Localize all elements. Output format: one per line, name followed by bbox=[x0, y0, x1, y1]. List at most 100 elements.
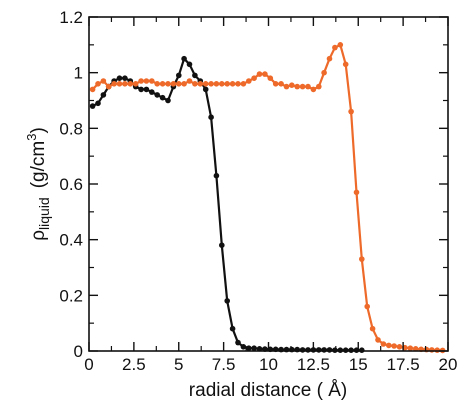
data-point bbox=[208, 81, 214, 87]
data-point bbox=[224, 298, 230, 304]
data-point bbox=[89, 103, 96, 109]
tick-layer: 0 2.5 5 7.5 10 12.5 15 17.5 20 0 0.2 0.4 0.6 0.8 1 1.2 bbox=[59, 8, 457, 374]
label-layer: radial distance ( Å) ρliquid (g/cm3) bbox=[24, 127, 347, 401]
data-point bbox=[170, 81, 177, 87]
data-point bbox=[240, 344, 247, 350]
data-point bbox=[246, 78, 252, 84]
data-point bbox=[143, 78, 150, 84]
y-tick-label: 0.4 bbox=[59, 231, 83, 250]
data-point bbox=[278, 81, 284, 87]
x-tick-label: 17.5 bbox=[387, 355, 420, 374]
data-point bbox=[321, 69, 327, 76]
data-point bbox=[159, 81, 166, 87]
data-point bbox=[342, 61, 349, 68]
data-point bbox=[353, 189, 360, 196]
y-axis-label-units-end: ) bbox=[28, 127, 49, 133]
data-point bbox=[116, 81, 123, 87]
data-point bbox=[267, 75, 274, 81]
data-point bbox=[149, 78, 155, 84]
data-point bbox=[326, 55, 333, 62]
data-point bbox=[224, 81, 230, 87]
x-tick-label: 7.5 bbox=[212, 355, 236, 374]
data-point bbox=[235, 81, 241, 87]
data-point bbox=[202, 81, 209, 87]
y-tick-label: 0.8 bbox=[59, 119, 83, 138]
x-tick-label: 20 bbox=[439, 355, 458, 374]
x-tick-label: 10 bbox=[259, 355, 278, 374]
data-point bbox=[165, 97, 171, 104]
data-point bbox=[337, 42, 344, 48]
data-point bbox=[305, 347, 311, 353]
data-point bbox=[219, 242, 225, 248]
data-point bbox=[208, 114, 214, 120]
data-point bbox=[111, 81, 117, 87]
data-point bbox=[348, 108, 354, 115]
data-point bbox=[186, 78, 193, 84]
data-point bbox=[181, 55, 187, 62]
data-point bbox=[316, 347, 322, 353]
y-tick-label: 0.6 bbox=[59, 175, 83, 194]
data-point bbox=[229, 325, 236, 332]
y-axis-label-subscript: liquid bbox=[36, 197, 52, 230]
data-point bbox=[429, 347, 435, 353]
data-point bbox=[132, 81, 139, 87]
series-0 bbox=[89, 55, 365, 354]
data-point bbox=[138, 78, 144, 84]
data-point bbox=[149, 89, 155, 95]
data-point bbox=[154, 92, 160, 98]
x-axis-label: radial distance ( Å) bbox=[189, 380, 347, 401]
data-point bbox=[127, 81, 134, 87]
data-point bbox=[364, 303, 371, 310]
data-point bbox=[283, 83, 290, 90]
data-point bbox=[229, 81, 236, 87]
data-point bbox=[186, 61, 193, 68]
data-point bbox=[310, 86, 317, 93]
data-point bbox=[396, 344, 403, 350]
data-point bbox=[159, 94, 166, 101]
data-point bbox=[197, 81, 204, 87]
data-point bbox=[299, 83, 306, 90]
x-tick-label: 5 bbox=[174, 355, 183, 374]
data-point bbox=[369, 325, 376, 332]
data-point bbox=[143, 86, 150, 93]
y-tick-label: 0.2 bbox=[59, 286, 83, 305]
data-point bbox=[122, 75, 128, 81]
data-point bbox=[326, 347, 333, 353]
data-point bbox=[305, 83, 311, 90]
data-point bbox=[321, 347, 327, 353]
series-line bbox=[92, 57, 362, 352]
data-point bbox=[391, 343, 397, 349]
x-tick-label: 2.5 bbox=[122, 355, 146, 374]
data-point bbox=[332, 44, 338, 51]
data-point bbox=[202, 86, 209, 93]
data-point bbox=[294, 83, 301, 90]
data-point bbox=[256, 71, 263, 77]
data-point bbox=[100, 92, 107, 98]
data-point bbox=[192, 72, 198, 79]
data-point bbox=[181, 81, 187, 87]
y-tick-label: 0 bbox=[74, 342, 83, 361]
data-point bbox=[95, 100, 101, 107]
plot-frame bbox=[88, 16, 449, 352]
x-tick-label: 12.5 bbox=[297, 355, 330, 374]
data-point bbox=[251, 345, 257, 352]
series-layer bbox=[89, 42, 446, 354]
y-tick-label: 1 bbox=[74, 64, 83, 83]
data-point bbox=[100, 78, 107, 84]
data-point bbox=[116, 75, 123, 81]
data-point bbox=[240, 81, 247, 87]
data-point bbox=[235, 339, 241, 346]
data-point bbox=[192, 81, 198, 87]
y-axis-label-units: (g/cm bbox=[28, 141, 49, 189]
data-point bbox=[213, 172, 220, 179]
data-point bbox=[154, 81, 160, 87]
y-axis-label-base: ρ bbox=[28, 230, 49, 241]
data-point bbox=[375, 337, 381, 343]
y-axis-label: ρliquid (g/cm3) bbox=[24, 127, 52, 241]
y-axis-label-superscript: 3 bbox=[24, 134, 39, 141]
x-tick-label: 0 bbox=[84, 355, 93, 374]
data-point bbox=[272, 81, 279, 87]
data-point bbox=[246, 345, 252, 352]
data-point bbox=[213, 81, 220, 87]
